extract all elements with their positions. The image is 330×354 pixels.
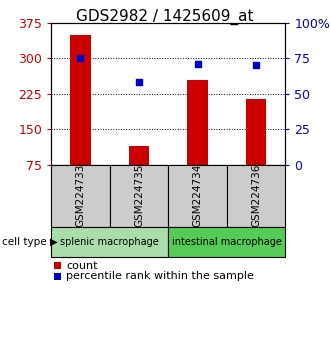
Text: cell type ▶: cell type ▶ (2, 236, 57, 247)
Text: GSM224736: GSM224736 (251, 164, 261, 227)
Point (195, 61, 200, 67)
Text: GSM224733: GSM224733 (76, 164, 85, 227)
Point (253, 63, 259, 68)
Text: GDS2982 / 1425609_at: GDS2982 / 1425609_at (76, 9, 254, 25)
Bar (187, 80, 208, 165)
Text: splenic macrophage: splenic macrophage (60, 236, 159, 247)
Point (136, 80, 142, 85)
Bar (129, 146, 149, 165)
Text: count: count (66, 261, 97, 271)
Text: intestinal macrophage: intestinal macrophage (172, 236, 282, 247)
Text: percentile rank within the sample: percentile rank within the sample (66, 272, 254, 281)
Point (78, 56, 83, 61)
Bar (70, 35, 91, 165)
Bar (246, 98, 266, 165)
Text: GSM224734: GSM224734 (193, 164, 203, 227)
Text: GSM224735: GSM224735 (134, 164, 144, 227)
